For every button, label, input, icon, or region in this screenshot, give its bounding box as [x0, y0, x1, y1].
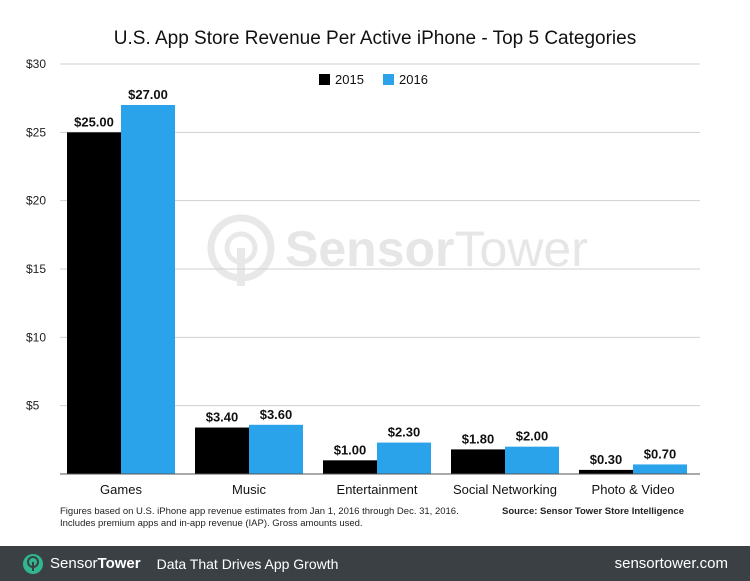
- x-category-label: Photo & Video: [592, 482, 675, 497]
- sensor-tower-logo-icon: [23, 553, 43, 574]
- data-label: $2.00: [516, 429, 549, 444]
- bar-2016-photo-video: [633, 464, 687, 474]
- y-tick-label: $5: [26, 399, 40, 413]
- y-tick-label: $30: [26, 57, 46, 71]
- y-tick-label: $15: [26, 262, 46, 276]
- footer-logo: SensorTower: [22, 553, 141, 575]
- x-axis-categories: Games Music Entertainment Social Networking…: [100, 482, 674, 497]
- x-category-label: Entertainment: [337, 482, 418, 497]
- y-tick-label: $10: [26, 330, 46, 344]
- watermark: SensorTower: [207, 214, 588, 286]
- data-label: $0.70: [644, 446, 677, 461]
- data-label: $25.00: [74, 114, 114, 129]
- footer-brand-word1: Sensor: [50, 555, 98, 572]
- bar-2016-music: [249, 424, 303, 474]
- bar-2015-games: [67, 132, 121, 475]
- y-axis-ticks: $5 $10 $15 $20 $25 $30: [26, 57, 46, 413]
- x-category-label: Music: [232, 482, 266, 497]
- bar-2016-entertainment: [377, 442, 431, 474]
- bar-2015-social-networking: [451, 449, 505, 474]
- legend: 2015 2016: [319, 72, 428, 87]
- data-label: $3.60: [260, 407, 293, 422]
- footer-bar: SensorTower Data That Drives App Growth …: [0, 546, 750, 581]
- x-category-label: Games: [100, 482, 142, 497]
- data-label: $3.40: [206, 410, 239, 425]
- watermark-word1: Sensor: [285, 221, 455, 277]
- footnote-line2: Includes premium apps and in-app revenue…: [60, 518, 363, 529]
- bar-2015-photo-video: [579, 469, 633, 474]
- footer-brand-word2: Tower: [97, 555, 141, 572]
- bar-2015-music: [195, 427, 249, 474]
- watermark-word2: Tower: [455, 221, 588, 277]
- legend-label-2016: 2016: [399, 72, 428, 87]
- footer-url[interactable]: sensortower.com: [614, 555, 728, 572]
- data-label: $1.00: [334, 442, 367, 457]
- bar-2016-social-networking: [505, 446, 559, 474]
- data-label: $0.30: [590, 452, 623, 467]
- source-note: Source: Sensor Tower Store Intelligence: [502, 506, 684, 517]
- watermark-logo-icon: [207, 214, 275, 286]
- x-category-label: Social Networking: [453, 482, 557, 497]
- y-tick-label: $25: [26, 125, 46, 139]
- bars: [67, 105, 687, 475]
- chart-title: U.S. App Store Revenue Per Active iPhone…: [114, 28, 636, 49]
- legend-label-2015: 2015: [335, 72, 364, 87]
- y-tick-label: $20: [26, 194, 46, 208]
- bar-chart: U.S. App Store Revenue Per Active iPhone…: [26, 28, 700, 497]
- footnote-line1: Figures based on U.S. iPhone app revenue…: [60, 506, 459, 517]
- footer-brand: SensorTower: [50, 555, 141, 572]
- data-labels: $25.00 $27.00 $3.40 $3.60 $1.00 $2.30 $1.80 $2.…: [74, 87, 676, 467]
- bar-2016-games: [121, 105, 175, 474]
- legend-swatch-2016: [383, 74, 394, 85]
- data-label: $27.00: [128, 87, 168, 102]
- data-label: $1.80: [462, 431, 495, 446]
- bar-2015-entertainment: [323, 460, 377, 474]
- svg-text:SensorTower: SensorTower: [285, 221, 588, 277]
- footer-tagline: Data That Drives App Growth: [156, 555, 339, 572]
- footnote: Figures based on U.S. iPhone app revenue…: [60, 506, 480, 530]
- legend-swatch-2015: [319, 74, 330, 85]
- data-label: $2.30: [388, 425, 421, 440]
